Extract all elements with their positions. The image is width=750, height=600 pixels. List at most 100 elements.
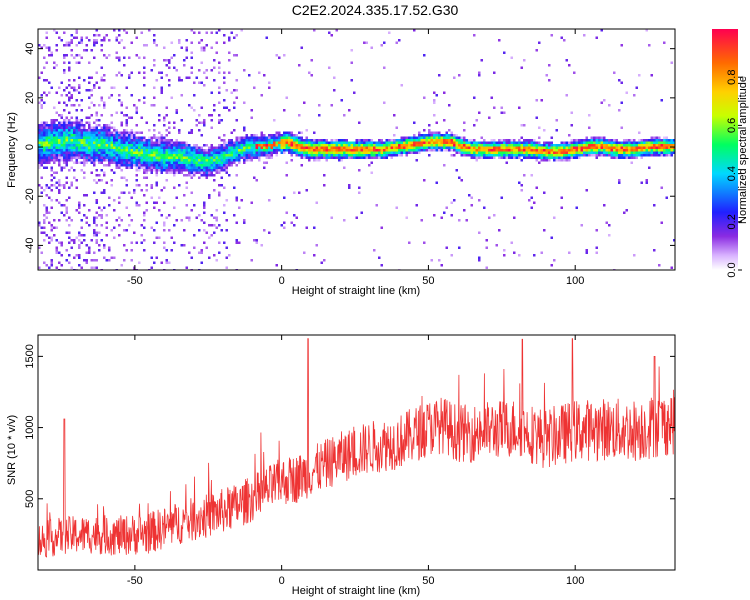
spectrogram-cell <box>98 136 101 139</box>
spectrogram-cell <box>570 111 573 114</box>
spectrogram-cell <box>463 141 466 144</box>
spectrogram-cell <box>663 139 666 142</box>
spectrogram-cell <box>75 186 78 189</box>
spectrogram-cell <box>553 259 556 262</box>
spectrogram-cell <box>435 139 438 142</box>
spectrogram-cell <box>68 66 71 69</box>
spectrogram-cell <box>305 129 308 132</box>
spectrogram-cell <box>63 146 66 149</box>
spectrogram-cell <box>210 149 213 152</box>
spectrogram-cell <box>110 94 113 97</box>
spectrogram-cell <box>193 169 196 172</box>
spectrogram-cell <box>90 149 93 152</box>
spectrogram-cell <box>90 266 93 269</box>
spectrogram-cell <box>198 151 201 154</box>
spectrogram-cell <box>175 141 178 144</box>
spectrogram-cell <box>525 139 528 142</box>
spectrogram-cell <box>233 89 236 92</box>
spectrogram-cell <box>38 141 41 144</box>
spectrogram-cell <box>275 146 278 149</box>
spectrogram-cell <box>215 31 218 34</box>
spectrogram-cell <box>238 141 241 144</box>
spectrogram-cell <box>253 136 256 139</box>
spectrogram-cell <box>163 124 166 127</box>
spectrogram-cell <box>320 151 323 154</box>
spectrogram-cell <box>488 144 491 147</box>
spectrogram-cell <box>478 144 481 147</box>
spectrogram-cell <box>93 154 96 157</box>
spectrogram-cell <box>200 46 203 49</box>
spectrogram-cell <box>103 129 106 132</box>
spectrogram-cell <box>483 144 486 147</box>
spectrogram-cell <box>528 154 531 157</box>
spectrogram-cell <box>205 246 208 249</box>
spectrogram-cell <box>133 131 136 134</box>
spectrogram-cell <box>643 141 646 144</box>
spectrogram-cell <box>113 236 116 239</box>
spectrogram-cell <box>113 149 116 152</box>
spectrogram-cell <box>250 149 253 152</box>
x-tick-label: 0 <box>279 575 285 587</box>
spectrogram-cell <box>430 141 433 144</box>
spectrogram-cell <box>533 254 536 257</box>
spectrogram-cell <box>143 84 146 87</box>
spectrogram-cell <box>75 116 78 119</box>
spectrogram-cell <box>93 141 96 144</box>
spectrogram-cell <box>248 74 251 77</box>
spectrogram-cell <box>218 171 221 174</box>
spectrogram-cell <box>50 136 53 139</box>
spectrogram-cell <box>63 159 66 162</box>
spectrogram-cell <box>620 126 623 129</box>
spectrogram-cell <box>188 76 191 79</box>
spectrogram-cell <box>58 134 61 137</box>
spectrogram-cell <box>578 156 581 159</box>
spectrogram-cell <box>268 156 271 159</box>
spectrogram-cell <box>213 179 216 182</box>
spectrogram-x-axis-label: Height of straight line (km) <box>292 285 420 297</box>
spectrogram-cell <box>103 164 106 167</box>
spectrogram-cell <box>233 186 236 189</box>
spectrogram-cell <box>85 136 88 139</box>
spectrogram-cell <box>203 159 206 162</box>
spectrogram-cell <box>58 129 61 132</box>
spectrogram-cell <box>188 216 191 219</box>
spectrogram-cell <box>70 149 73 152</box>
spectrogram-cell <box>95 199 98 202</box>
spectrogram-cell <box>53 156 56 159</box>
spectrogram-cell <box>200 166 203 169</box>
spectrogram-cell <box>150 171 153 174</box>
spectrogram-cell <box>143 66 146 69</box>
spectrogram-cell <box>120 141 123 144</box>
spectrogram-cell <box>230 154 233 157</box>
spectrogram-cell <box>85 44 88 47</box>
spectrogram-cell <box>140 144 143 147</box>
spectrogram-cell <box>278 141 281 144</box>
spectrogram-cell <box>378 144 381 147</box>
spectrogram-cell <box>595 146 598 149</box>
spectrogram-cell <box>335 149 338 152</box>
spectrogram-cell <box>160 166 163 169</box>
spectrogram-cell <box>433 114 436 117</box>
spectrogram-cell <box>198 251 201 254</box>
spectrogram-cell <box>645 154 648 157</box>
spectrogram-cell <box>193 234 196 237</box>
spectrogram-cell <box>90 101 93 104</box>
spectrogram-cell <box>230 131 233 134</box>
spectrogram-cell <box>115 154 118 157</box>
spectrogram-cell <box>195 76 198 79</box>
spectrogram-cell <box>503 141 506 144</box>
spectrogram-cell <box>208 196 211 199</box>
spectrogram-cell <box>225 171 228 174</box>
spectrogram-cell <box>383 144 386 147</box>
spectrogram-cell <box>550 149 553 152</box>
spectrogram-cell <box>85 89 88 92</box>
spectrogram-cell <box>513 149 516 152</box>
spectrogram-cell <box>95 174 98 177</box>
spectrogram-cell <box>583 144 586 147</box>
spectrogram-cell <box>378 141 381 144</box>
spectrogram-cell <box>203 211 206 214</box>
spectrogram-cell <box>65 231 68 234</box>
spectrogram-cell <box>148 146 151 149</box>
spectrogram-cell <box>308 151 311 154</box>
spectrogram-cell <box>75 149 78 152</box>
